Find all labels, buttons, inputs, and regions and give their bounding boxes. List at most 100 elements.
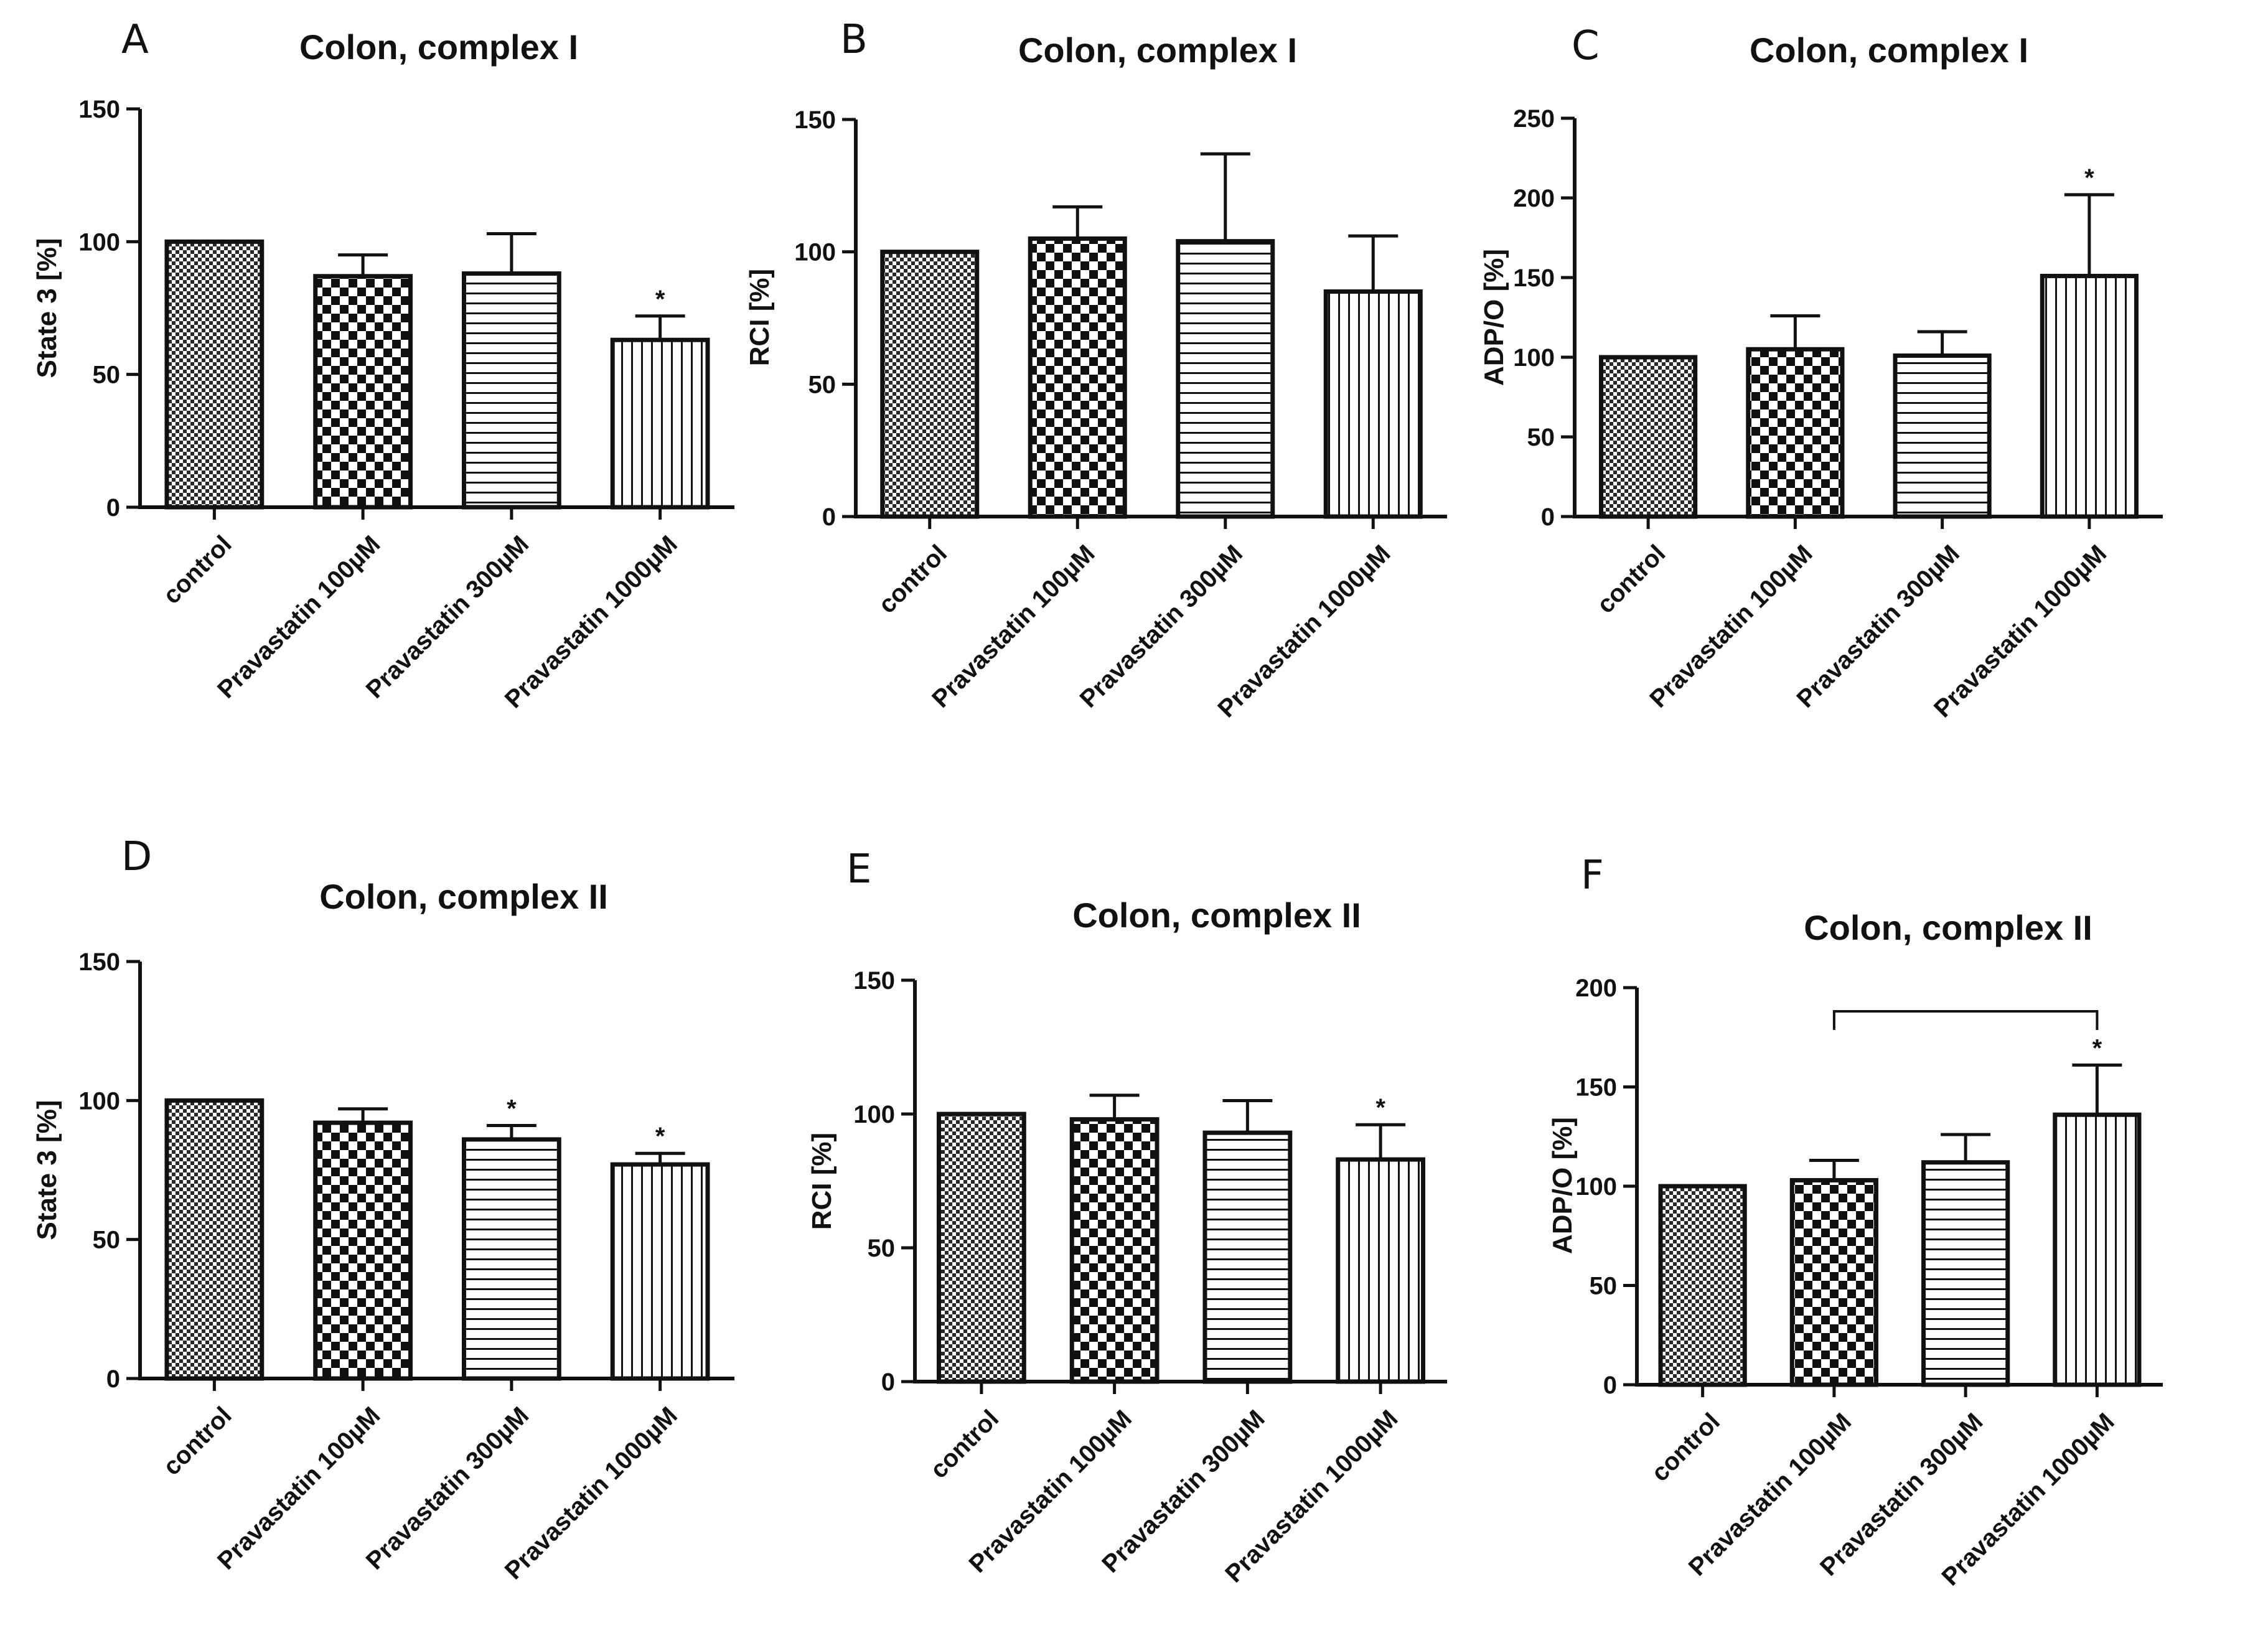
bar bbox=[936, 1112, 1026, 1384]
x-tick-label: control bbox=[925, 1405, 1004, 1484]
x-tick-label: control bbox=[1646, 1408, 1725, 1487]
y-tick-label: 200 bbox=[1513, 185, 1555, 212]
y-tick-label: 250 bbox=[1513, 105, 1555, 133]
significance-marker: * bbox=[2084, 164, 2094, 192]
chart-title: Colon, complex II bbox=[1804, 908, 2092, 947]
bar bbox=[1789, 1177, 1878, 1387]
chart-panel-f: F Colon, complex II ADP/O [%] 0 50 100 150 200 c… bbox=[1547, 853, 2163, 1591]
panel-letter: D bbox=[121, 834, 152, 880]
y-tick-label: 100 bbox=[1575, 1173, 1617, 1201]
chart-title: Colon, complex I bbox=[1018, 30, 1297, 70]
significance-marker: * bbox=[2092, 1034, 2102, 1062]
y-axis-label: RCI [%] bbox=[807, 1133, 837, 1230]
x-tick-label: Pravastatin 300µM bbox=[1791, 540, 1965, 713]
bar bbox=[1028, 236, 1127, 519]
bar bbox=[610, 1162, 710, 1381]
x-tick-label: Pravastatin 300µM bbox=[361, 530, 535, 704]
y-tick-label: 0 bbox=[881, 1369, 895, 1396]
y-tick-label: 50 bbox=[93, 362, 121, 389]
bar bbox=[2040, 273, 2139, 519]
bar bbox=[461, 271, 561, 510]
bar bbox=[1658, 1184, 1747, 1387]
x-tick-label: Pravastatin 1000µM bbox=[1212, 540, 1395, 723]
x-tick-label: Pravastatin 1000µM bbox=[500, 530, 683, 713]
y-axis-label: State 3 [%] bbox=[32, 1100, 62, 1240]
x-tick-label: control bbox=[158, 530, 237, 609]
y-tick-label: 100 bbox=[853, 1101, 895, 1128]
bar bbox=[313, 1120, 413, 1381]
bar bbox=[1069, 1117, 1160, 1384]
bar bbox=[313, 274, 413, 510]
bar bbox=[164, 239, 265, 510]
y-tick-label: 0 bbox=[106, 1365, 120, 1393]
panel-letter: F bbox=[1581, 853, 1604, 899]
bar bbox=[610, 337, 710, 510]
y-tick-label: 50 bbox=[1527, 424, 1555, 451]
x-tick-label: control bbox=[873, 540, 952, 619]
chart-title: Colon, complex I bbox=[299, 27, 578, 67]
chart-panel-a: A Colon, complex I State 3 [%] 0 50 100 150 con… bbox=[32, 17, 734, 714]
y-tick-label: 150 bbox=[1575, 1074, 1617, 1102]
y-tick-label: 100 bbox=[1513, 344, 1555, 372]
x-tick-label: Pravastatin 300µM bbox=[361, 1402, 535, 1575]
y-tick-label: 200 bbox=[1575, 975, 1617, 1002]
chart-title: Colon, complex I bbox=[1750, 30, 2028, 70]
bar bbox=[1893, 353, 1992, 519]
chart-panel-e: E Colon, complex II RCI [%] 0 50 100 150 contro… bbox=[807, 846, 1447, 1588]
significance-marker: * bbox=[655, 286, 665, 313]
y-axis-label: ADP/O [%] bbox=[1547, 1117, 1578, 1254]
y-axis-label: State 3 [%] bbox=[32, 238, 62, 378]
comparison-bracket bbox=[1832, 1010, 2099, 1030]
chart-title: Colon, complex II bbox=[319, 877, 608, 916]
x-tick-label: control bbox=[158, 1402, 237, 1481]
x-tick-label: Pravastatin 1000µM bbox=[500, 1402, 683, 1584]
y-tick-label: 150 bbox=[794, 106, 836, 134]
x-tick-label: Pravastatin 300µM bbox=[1075, 540, 1249, 713]
bar bbox=[2053, 1112, 2142, 1387]
bar bbox=[1599, 355, 1698, 519]
panel-letter: A bbox=[121, 17, 149, 63]
significance-marker: * bbox=[1375, 1094, 1385, 1121]
y-tick-label: 100 bbox=[794, 239, 836, 266]
bar bbox=[1202, 1130, 1293, 1384]
panel-letter: C bbox=[1572, 23, 1600, 69]
x-tick-label: Pravastatin 100µM bbox=[212, 530, 386, 704]
chart-panel-c: C Colon, complex I ADP/O [%] 0 50 100 150 200 25… bbox=[1479, 23, 2163, 723]
y-tick-label: 0 bbox=[1541, 503, 1555, 531]
panel-letter: E bbox=[846, 846, 871, 892]
y-tick-label: 100 bbox=[78, 228, 120, 256]
chart-title: Colon, complex II bbox=[1072, 896, 1361, 935]
chart-panel-b: B Colon, complex I RCI [%] 0 50 100 150 control… bbox=[744, 17, 1447, 723]
bar bbox=[1746, 347, 1845, 519]
y-axis-label: ADP/O [%] bbox=[1479, 249, 1509, 386]
significance-marker: * bbox=[655, 1123, 665, 1150]
y-tick-label: 0 bbox=[1603, 1372, 1617, 1399]
y-tick-label: 50 bbox=[868, 1235, 896, 1262]
x-tick-label: control bbox=[1592, 540, 1671, 619]
y-tick-label: 150 bbox=[853, 967, 895, 995]
y-tick-label: 150 bbox=[78, 96, 120, 123]
x-tick-label: Pravastatin 100µM bbox=[212, 1402, 386, 1575]
chart-panel-d: D Colon, complex II State 3 [%] 0 50 100 150 co… bbox=[32, 834, 734, 1585]
bar bbox=[880, 250, 980, 519]
significance-marker: * bbox=[507, 1095, 517, 1123]
bar bbox=[1336, 1157, 1426, 1384]
y-tick-label: 50 bbox=[93, 1227, 121, 1254]
y-tick-label: 150 bbox=[1513, 264, 1555, 292]
x-tick-label: Pravastatin 100µM bbox=[927, 540, 1100, 713]
bar bbox=[461, 1137, 561, 1381]
y-tick-label: 50 bbox=[808, 371, 836, 398]
y-tick-label: 0 bbox=[106, 494, 120, 522]
y-tick-label: 100 bbox=[78, 1087, 120, 1115]
y-tick-label: 50 bbox=[1590, 1273, 1618, 1300]
bar bbox=[1323, 289, 1423, 519]
x-tick-label: Pravastatin 100µM bbox=[1644, 540, 1818, 713]
y-tick-label: 150 bbox=[78, 948, 120, 976]
bar bbox=[164, 1098, 265, 1381]
panel-letter: B bbox=[840, 17, 868, 63]
bar bbox=[1921, 1160, 2010, 1387]
y-axis-label: RCI [%] bbox=[744, 269, 775, 366]
bar bbox=[1176, 239, 1275, 519]
y-tick-label: 0 bbox=[822, 503, 836, 531]
